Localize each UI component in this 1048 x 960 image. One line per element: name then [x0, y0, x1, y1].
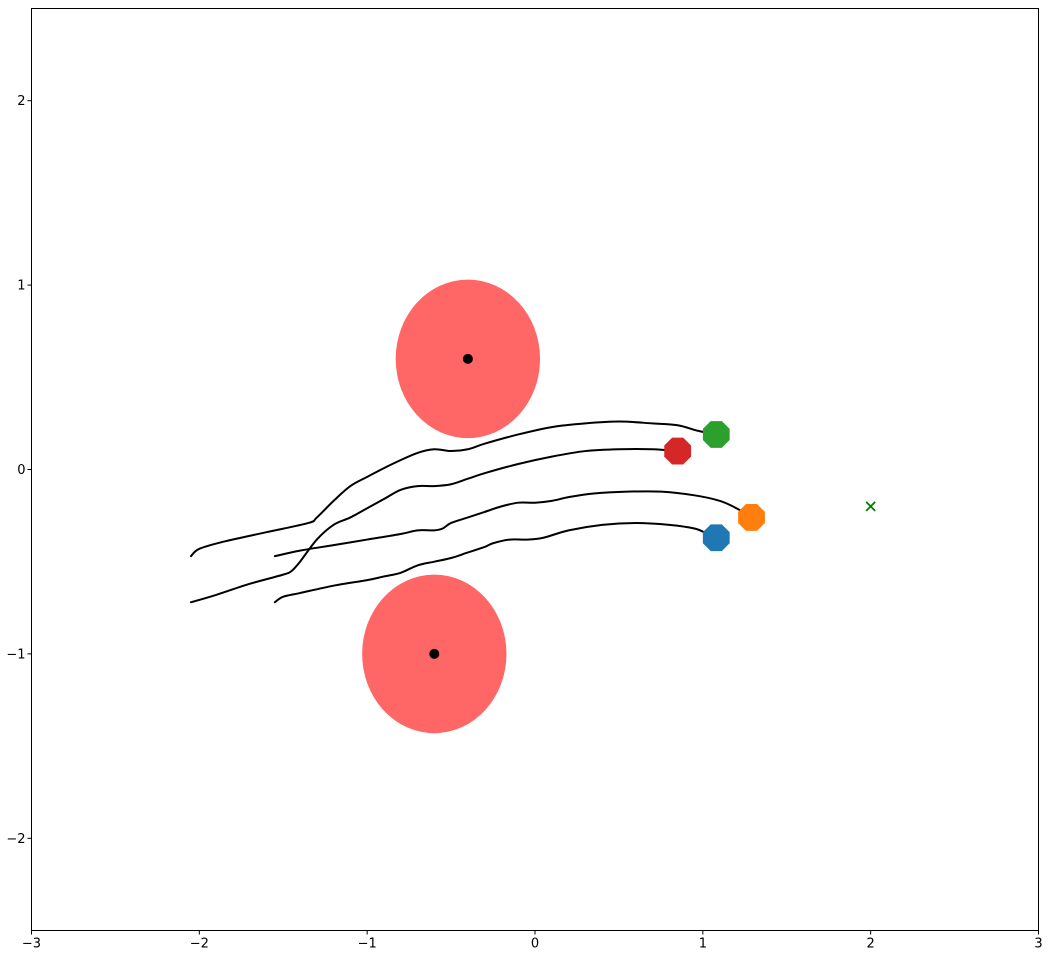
agent-marker-4: [702, 524, 730, 552]
y-tick-label: 0: [17, 463, 25, 478]
x-tick-label: 3: [1034, 937, 1042, 952]
y-tick-label: −1: [6, 647, 25, 662]
x-tick-label: 1: [699, 937, 707, 952]
x-tick-label: 0: [531, 937, 539, 952]
x-tick-label: −2: [190, 937, 209, 952]
obstacle-center-1: [462, 353, 473, 364]
x-tick-label: 2: [867, 937, 875, 952]
y-tick-label: −2: [6, 832, 25, 847]
x-tick-label: −1: [358, 937, 377, 952]
trajectory-line-3: [273, 490, 753, 558]
obstacle-center-2: [429, 648, 440, 659]
ticks-layer: −3 −2 −1 0 1 2 3 −2 −1 0 1 2: [6, 94, 1042, 951]
trajectories-layer: [189, 420, 753, 604]
goal-marker: [865, 501, 876, 512]
trajectory-line-2: [189, 447, 679, 604]
trajectory-line-4: [273, 521, 718, 604]
agent-marker-1: [702, 421, 730, 448]
obstacles-layer: [362, 279, 541, 734]
x-tick-label: −3: [22, 937, 41, 952]
markers-layer: [664, 421, 876, 552]
trajectory-line-1: [189, 420, 718, 558]
agent-marker-2: [664, 437, 692, 465]
agent-marker-3: [738, 504, 765, 531]
y-tick-label: 1: [17, 279, 25, 294]
y-tick-label: 2: [17, 94, 25, 109]
